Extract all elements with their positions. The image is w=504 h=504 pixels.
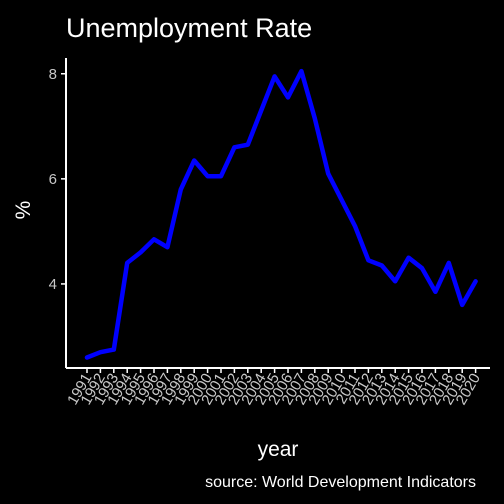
- y-axis-title: %: [12, 201, 35, 220]
- x-axis-ticks: 1991199219931994199519961997199819992000…: [64, 368, 484, 408]
- y-tick-label: 4: [49, 276, 57, 293]
- y-tick-label: 8: [49, 66, 57, 83]
- y-axis-ticks: 4 6 8: [49, 66, 66, 293]
- chart-title: Unemployment Rate: [66, 13, 312, 43]
- x-axis-title: year: [258, 438, 299, 461]
- series-line: [84, 68, 478, 360]
- source-caption: source: World Development Indicators: [205, 474, 476, 491]
- series-layer: [84, 68, 478, 360]
- y-tick-label: 6: [49, 171, 57, 188]
